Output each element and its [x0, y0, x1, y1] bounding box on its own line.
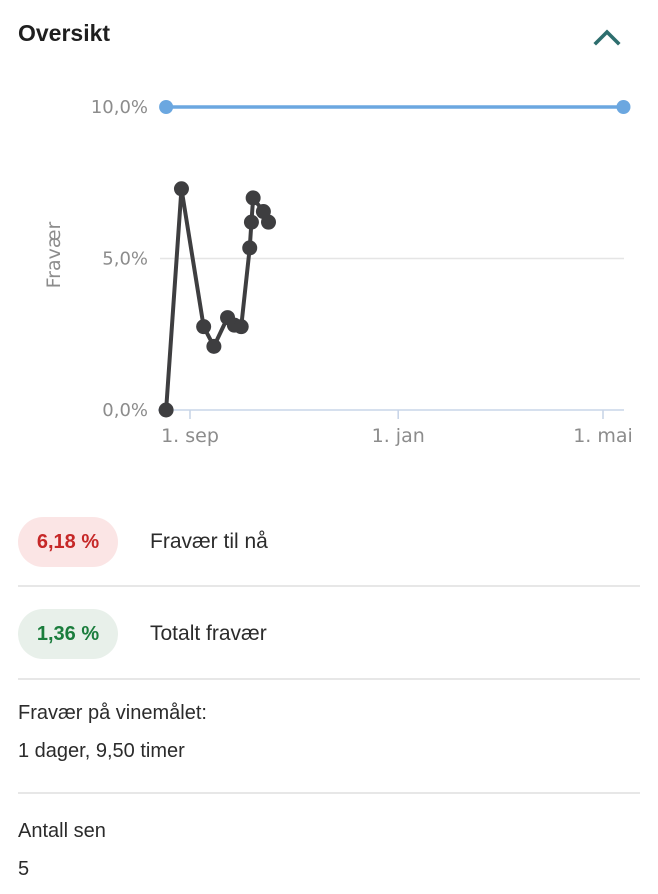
svg-text:1. mai: 1. mai [573, 425, 633, 447]
total-absence-label: Totalt fravær [150, 622, 267, 645]
svg-text:1. jan: 1. jan [372, 425, 425, 447]
divider [18, 792, 640, 794]
late-count-value: 5 [18, 858, 30, 880]
diploma-absence-label: Fravær på vinemålet: [18, 702, 207, 724]
section-title: Oversikt [18, 20, 111, 46]
collapse-section-button[interactable] [592, 26, 622, 50]
divider [18, 678, 640, 680]
fravaer-chart: 1. sep 1. jan 1. mai 10,0% 5,0% 0,0% Fravær [0, 60, 658, 460]
chevron-up-icon [593, 29, 621, 46]
svg-text:1. sep: 1. sep [161, 425, 219, 447]
divider [18, 585, 640, 587]
absence-to-date-badge: 6,18 % [18, 517, 118, 567]
svg-text:Fravær: Fravær [43, 221, 65, 288]
absence-to-date-label: Fravær til nå [150, 530, 268, 553]
stat-row-total-absence: 1,36 % Totalt fravær [0, 609, 658, 659]
svg-text:10,0%: 10,0% [91, 97, 148, 118]
total-absence-badge: 1,36 % [18, 609, 118, 659]
fravaer-chart-svg: 1. sep 1. jan 1. mai 10,0% 5,0% 0,0% Fravær [43, 97, 633, 447]
diploma-absence-value: 1 dager, 9,50 timer [18, 740, 185, 762]
svg-text:5,0%: 5,0% [102, 249, 148, 270]
svg-text:0,0%: 0,0% [102, 400, 148, 421]
late-count-label: Antall sen [18, 820, 106, 842]
stat-row-absence-to-date: 6,18 % Fravær til nå [0, 517, 658, 567]
